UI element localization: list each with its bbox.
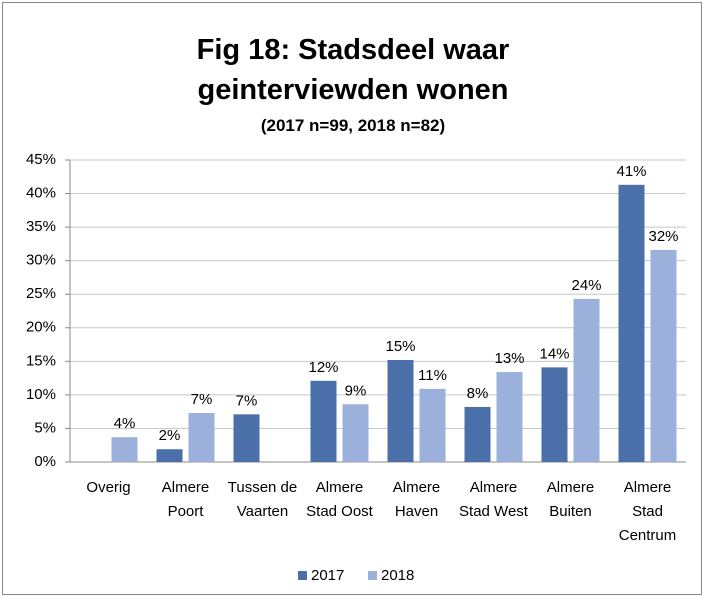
bar: [342, 404, 369, 462]
data-label: 14%: [539, 345, 569, 362]
x-tick-label: Almere Poort: [161, 479, 210, 520]
data-label: 41%: [616, 163, 646, 180]
bar: [541, 367, 568, 462]
y-tick-label: 10%: [26, 386, 56, 403]
y-tick-label: 25%: [26, 285, 56, 302]
y-tick-label: 5%: [34, 419, 56, 436]
bar: [650, 249, 677, 462]
bar: [111, 437, 138, 462]
bar: [464, 406, 491, 462]
y-tick-label: 0%: [34, 453, 56, 470]
data-label: 8%: [467, 385, 489, 402]
bar: [387, 359, 414, 462]
bar: [573, 298, 600, 462]
bar: [419, 388, 446, 462]
data-label: 7%: [191, 391, 213, 408]
data-label: 11%: [418, 367, 447, 384]
legend-swatch: [368, 571, 377, 580]
legend-swatch: [298, 571, 307, 580]
data-label: 9%: [345, 382, 367, 399]
legend-label: 2018: [381, 567, 414, 584]
x-tick-label: Tussen de Vaarten: [227, 479, 298, 520]
y-tick-label: 30%: [26, 252, 56, 269]
bar: [496, 372, 523, 462]
data-label: 12%: [308, 359, 338, 376]
x-tick-label: Almere Buiten: [546, 479, 595, 520]
x-tick-label: Almere Stad Centrum: [618, 479, 677, 544]
bar: [188, 413, 215, 462]
data-label: 24%: [571, 277, 601, 294]
y-tick-label: 15%: [26, 352, 56, 369]
x-tick-label: Overig: [86, 479, 131, 496]
data-label: 32%: [648, 228, 678, 245]
chart-subtitle: (2017 n=99, 2018 n=82): [260, 116, 446, 135]
bar: [233, 414, 260, 462]
bar: [310, 380, 337, 462]
legend-label: 2017: [311, 567, 344, 584]
data-label: 7%: [236, 392, 258, 409]
data-label: 13%: [494, 350, 524, 367]
y-tick-label: 35%: [26, 218, 56, 235]
x-tick-label: Almere Stad Oost: [306, 479, 373, 520]
y-tick-label: 20%: [26, 319, 56, 336]
y-tick-label: 45%: [26, 151, 56, 168]
y-tick-label: 40%: [26, 185, 56, 202]
bar: [618, 184, 645, 462]
x-tick-label: Almere Stad West: [459, 479, 528, 520]
data-label: 4%: [114, 415, 136, 432]
data-label: 2%: [159, 427, 181, 444]
chart-title: Fig 18: Stadsdeel waar geinterviewden wo…: [196, 34, 510, 106]
data-label: 15%: [385, 338, 415, 355]
x-tick-label: Almere Haven: [392, 479, 441, 520]
bar: [156, 449, 183, 462]
